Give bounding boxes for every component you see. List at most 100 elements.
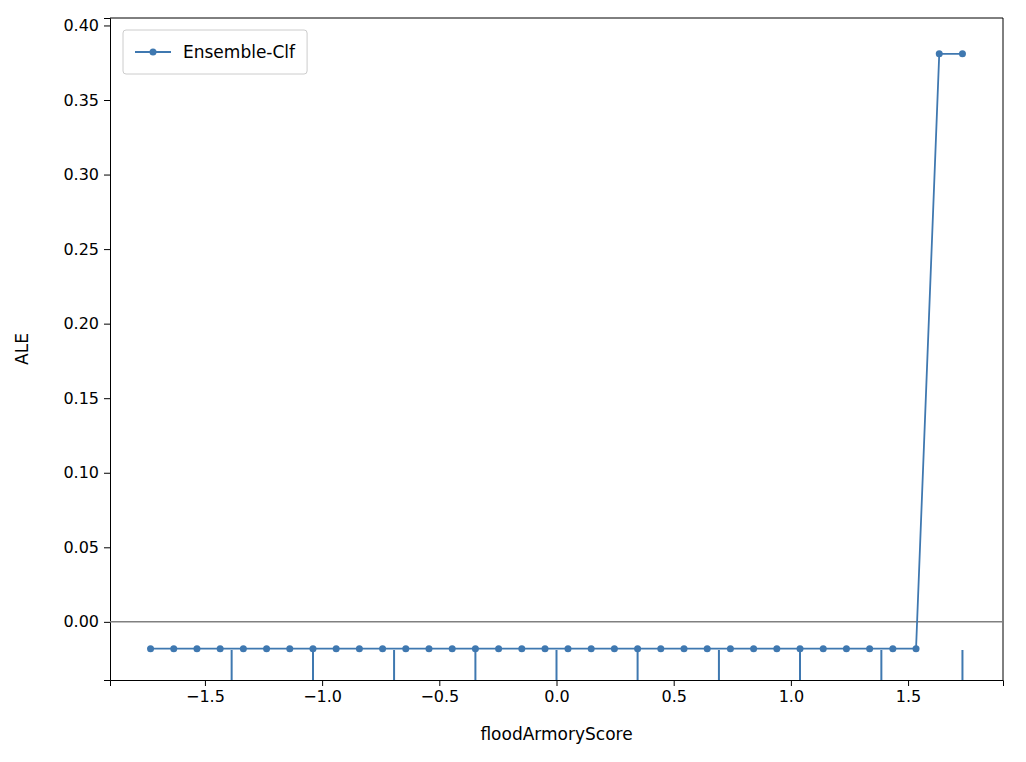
y-tick: 0.15: [63, 389, 110, 408]
reference-line: [110, 621, 1003, 623]
x-tick-label: −1.0: [303, 687, 342, 706]
y-tick-mark: [104, 473, 110, 474]
y-tick-label: 0.35: [63, 91, 99, 110]
y-tick-label: 0.25: [63, 240, 99, 259]
rug-line: [637, 650, 639, 680]
y-tick-label: 0.05: [63, 538, 99, 557]
x-tick-label: −1.5: [186, 687, 225, 706]
chart: −1.5 −1.0 −0.5 0.0 0.5 1.0 1.5 0.00 0.05 0.10 0.15…: [0, 0, 1026, 762]
series-marker: [518, 645, 525, 652]
rug-line: [474, 650, 476, 680]
x-tick-mark: [674, 680, 675, 686]
y-axis: 0.00 0.05 0.10 0.15 0.20 0.25 0.30 0.35 0.40: [63, 16, 110, 680]
frame-top: [110, 18, 1003, 19]
x-tick: 0.5: [661, 680, 686, 706]
x-tick: −0.5: [420, 680, 459, 706]
x-tick-mark: [322, 680, 323, 686]
series-marker: [425, 645, 432, 652]
series-marker: [263, 645, 270, 652]
x-tick: 0.0: [544, 680, 569, 706]
series-marker: [333, 645, 340, 652]
series-marker: [309, 645, 316, 652]
series-marker: [147, 645, 154, 652]
x-tick-label: 1.0: [779, 687, 804, 706]
x-tick-mark: [557, 680, 558, 686]
series-marker: [170, 645, 177, 652]
series-marker: [773, 645, 780, 652]
x-tick-mark: [439, 680, 440, 686]
x-tick: −1.5: [186, 680, 225, 706]
series-marker: [356, 645, 363, 652]
x-tick: 1.0: [779, 680, 804, 706]
y-tick-label: 0.30: [63, 165, 99, 184]
rug-line: [393, 650, 395, 680]
series-marker: [217, 645, 224, 652]
y-tick: 0.30: [63, 165, 110, 184]
x-tick-label: 1.5: [896, 687, 921, 706]
legend-box: [123, 30, 307, 74]
y-tick-mark: [104, 25, 110, 26]
y-tick-mark: [104, 249, 110, 250]
series-line: [151, 54, 963, 649]
series-marker: [936, 50, 943, 57]
rug-line: [961, 650, 963, 680]
y-tick-label: 0.40: [63, 16, 99, 35]
rug-line: [880, 650, 882, 680]
series-marker: [588, 645, 595, 652]
y-tick-label: 0.15: [63, 389, 99, 408]
series-marker: [913, 645, 920, 652]
series-marker: [240, 645, 247, 652]
y-tick-label: 0.20: [63, 314, 99, 333]
y-tick: 0.35: [63, 91, 110, 110]
x-tick-label: −0.5: [420, 687, 459, 706]
x-tick-mark: [791, 680, 792, 686]
series-marker: [866, 645, 873, 652]
legend-item: Ensemble-Clf: [135, 42, 296, 62]
data-layer: [110, 50, 1003, 680]
legend-label: Ensemble-Clf: [183, 42, 296, 62]
x-axis: −1.5 −1.0 −0.5 0.0 0.5 1.0 1.5: [111, 680, 1004, 706]
rug-line: [312, 650, 314, 680]
x-tick: −1.0: [303, 680, 342, 706]
y-tick-mark: [104, 175, 110, 176]
rug-line: [799, 650, 801, 680]
y-tick: 0.20: [63, 314, 110, 333]
y-tick-label: 0.00: [63, 612, 99, 631]
series-marker: [820, 645, 827, 652]
series-marker: [495, 645, 502, 652]
series-marker: [657, 645, 664, 652]
series-marker: [889, 645, 896, 652]
x-tick-mark: [205, 680, 206, 686]
y-tick-mark: [104, 100, 110, 101]
series-marker: [634, 645, 641, 652]
x-axis-line: [111, 681, 1004, 687]
y-tick: 0.40: [63, 16, 110, 35]
y-tick: 0.10: [63, 463, 110, 482]
series-marker: [402, 645, 409, 652]
y-tick: 0.25: [63, 240, 110, 259]
legend: Ensemble-Clf: [123, 30, 307, 74]
rug-line: [231, 650, 233, 680]
series-marker: [472, 645, 479, 652]
plot-area: −1.5 −1.0 −0.5 0.0 0.5 1.0 1.5 0.00 0.05 0.10 0.15…: [63, 16, 1003, 706]
frame-right: [1003, 18, 1004, 680]
y-tick: 0.05: [63, 538, 110, 557]
series-marker: [681, 645, 688, 652]
legend-swatch-marker: [150, 49, 157, 56]
y-tick-mark: [104, 622, 110, 623]
y-tick-mark: [104, 324, 110, 325]
y-tick-mark: [104, 398, 110, 399]
series-marker: [564, 645, 571, 652]
y-tick-mark: [104, 547, 110, 548]
series-marker: [449, 645, 456, 652]
series-marker: [843, 645, 850, 652]
series-marker: [959, 50, 966, 57]
x-axis-title: floodArmoryScore: [480, 724, 632, 744]
x-tick-label: 0.0: [544, 687, 569, 706]
x-tick: 1.5: [896, 680, 921, 706]
series-marker: [797, 645, 804, 652]
series-marker: [542, 645, 549, 652]
x-tick-label: 0.5: [661, 687, 686, 706]
y-tick: 0.00: [63, 612, 110, 631]
series-marker: [379, 645, 386, 652]
